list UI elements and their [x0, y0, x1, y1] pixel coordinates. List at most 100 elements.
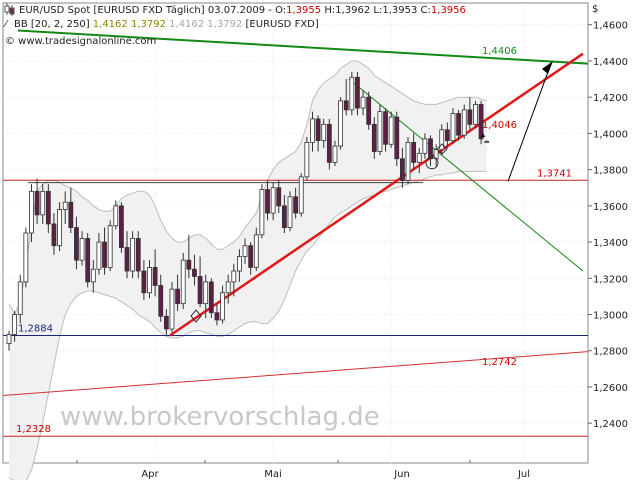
candle-body — [90, 268, 96, 283]
x-tick-label: Mai — [264, 469, 282, 480]
y-tick-label: 1,3000 — [593, 310, 628, 321]
touch-markers — [190, 61, 553, 323]
candle-body — [439, 129, 445, 151]
candle-body — [371, 123, 377, 152]
candle-body — [23, 232, 29, 283]
bollinger-bands — [8, 60, 487, 480]
candle-body — [310, 118, 315, 143]
y-tick-label: 1,2400 — [593, 419, 628, 430]
candle-body — [68, 201, 74, 228]
y-tick-label: 1,2800 — [593, 347, 628, 358]
candle-body — [74, 227, 79, 261]
candle-body — [478, 104, 484, 140]
candle-body — [17, 281, 23, 315]
candle-body — [158, 285, 164, 317]
candle-body — [332, 145, 338, 163]
candle-body — [124, 247, 130, 272]
candle-body — [270, 187, 276, 214]
candle-body — [79, 238, 85, 261]
circle-marker — [425, 156, 439, 170]
candle-body — [394, 116, 400, 160]
horizontal-levels: 1,4406 1,4046 1,3741 1,2884 1,2742 1,2328 — [3, 46, 588, 437]
candle-body — [62, 201, 68, 210]
level-label: 1,4046 — [482, 120, 517, 131]
candle-body — [281, 205, 287, 228]
candle-body — [484, 140, 490, 143]
candle-body — [214, 312, 220, 321]
candle-body — [12, 314, 18, 335]
plot-frame — [2, 2, 589, 464]
candle-body — [428, 138, 433, 160]
candle-body — [338, 100, 343, 147]
candle-body — [253, 234, 259, 268]
candle-body — [119, 205, 124, 248]
bollinger-lower — [8, 170, 487, 480]
candle-body — [304, 142, 310, 178]
bollinger-fill — [9, 61, 487, 480]
candle-body — [248, 245, 254, 268]
resistance-trendline — [17, 29, 589, 65]
y-tick-label: 1,4400 — [593, 57, 628, 68]
candle-body — [377, 111, 383, 152]
candle-body — [225, 281, 231, 294]
candle-body — [461, 109, 467, 136]
candle-body — [293, 196, 299, 214]
chart-header-line2: BB [20, 2, 250] 1,4162 1,3792 1,4162 1,3… — [14, 19, 319, 30]
last-price-marker — [481, 133, 485, 137]
candle-body — [141, 270, 147, 294]
level-label: 1,3741 — [537, 168, 572, 179]
chart-header: EUR/USD Spot [EURUSD FXD Täglich] 03.07.… — [3, 3, 466, 47]
candle-body — [180, 259, 186, 305]
candle-body — [287, 196, 293, 228]
y-tick-label: 1,4000 — [593, 129, 628, 140]
x-tick-label: Jul — [517, 469, 530, 480]
candle-body — [175, 288, 181, 305]
candle-body — [130, 238, 136, 272]
candle-body — [315, 118, 321, 142]
candle-body — [383, 111, 388, 145]
diamond-marker — [190, 309, 202, 323]
projection-arrow-line — [507, 71, 549, 182]
y-tick-label: 1,3400 — [593, 238, 628, 249]
candle-body — [450, 113, 456, 142]
y-tick-label: 1,3200 — [593, 274, 628, 285]
chart-header-line1: EUR/USD Spot [EURUSD FXD Täglich] 03.07.… — [19, 5, 466, 16]
candle-body — [40, 190, 46, 216]
candle-body — [113, 205, 119, 227]
currency-symbol: $ — [592, 4, 598, 15]
candle-body — [34, 190, 40, 216]
candle-body — [208, 281, 214, 314]
candle-body — [186, 259, 192, 270]
candle-body — [444, 129, 450, 142]
candle-body — [192, 268, 197, 277]
candle-body — [45, 190, 51, 225]
candle-body — [57, 209, 62, 247]
y-tick-label: 1,4200 — [593, 93, 628, 104]
candle-body — [259, 189, 265, 236]
candle-body — [85, 238, 91, 283]
candle-body — [321, 123, 327, 142]
watermark-text: www.brokervorschlag.de — [60, 402, 380, 432]
candle-body — [326, 123, 332, 163]
diamond-marker — [436, 143, 448, 155]
candle-body — [456, 113, 462, 136]
x-axis: Apr Mai Jun Jul — [76, 460, 530, 480]
y-axis: 1,4600 1,4400 1,4200 1,4000 1,3800 1,3600 1,34… — [588, 21, 628, 430]
candle-body — [422, 138, 428, 154]
candle-body — [203, 281, 209, 305]
candle-body — [360, 96, 366, 109]
candle-body — [147, 267, 152, 294]
candle-body — [416, 152, 422, 163]
trend-lines — [2, 29, 589, 396]
y-tick-label: 1,2600 — [593, 383, 628, 394]
candle-body — [355, 76, 360, 109]
candle-body — [231, 270, 237, 283]
candle-body — [237, 256, 242, 272]
candle-body — [96, 241, 102, 270]
x-tick-label: Apr — [141, 469, 159, 480]
candle-body — [102, 241, 107, 268]
candlesticks — [6, 71, 490, 351]
y-tick-label: 1,3800 — [593, 166, 628, 177]
candle-body — [349, 76, 355, 111]
